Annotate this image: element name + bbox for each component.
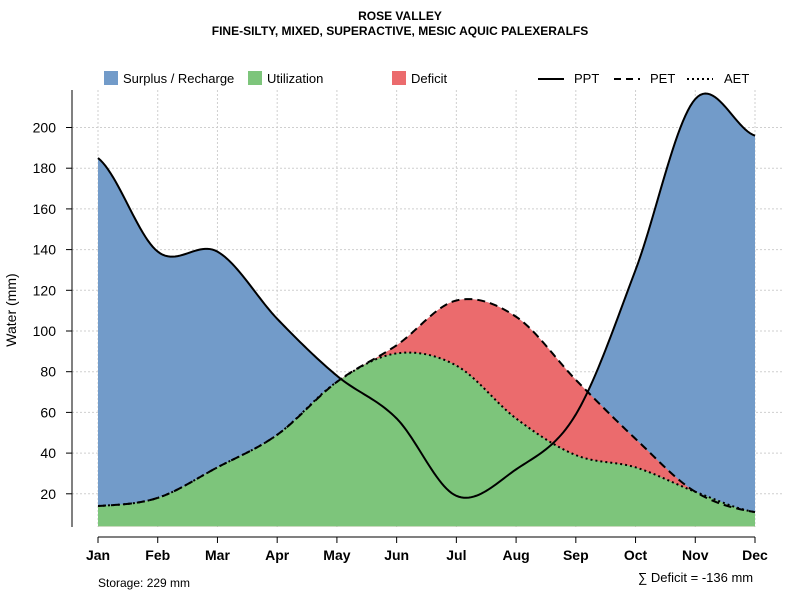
x-tick-label: Nov	[682, 547, 709, 563]
x-tick-label: Aug	[502, 547, 529, 563]
legend-aet-label: AET	[724, 71, 750, 86]
series-line-aet	[97, 351, 756, 514]
y-tick-label: 120	[33, 282, 57, 298]
x-tick-label: Apr	[265, 547, 290, 563]
y-tick-label: 100	[33, 323, 57, 339]
y-tick-label: 60	[40, 404, 56, 420]
axes: 20 40 60 80 100 120 140 160 180 200 Jan Feb Mar Apr Ma…	[33, 90, 768, 563]
area-fills	[98, 93, 755, 527]
legend-surplus: Surplus / Recharge	[104, 71, 234, 86]
y-tick-label: 20	[40, 486, 56, 502]
y-tick-label: 40	[40, 445, 56, 461]
legend-surplus-swatch	[104, 71, 118, 85]
x-tick-label: Jun	[384, 547, 409, 563]
legend-pet-label: PET	[650, 71, 676, 86]
x-tick-label: Sep	[563, 547, 589, 563]
legend-utilization-label: Utilization	[267, 71, 324, 86]
x-tick-label: Oct	[624, 547, 648, 563]
y-axis-label: Water (mm)	[3, 273, 19, 347]
utilization-area	[98, 352, 755, 527]
y-tick-label: 200	[33, 120, 57, 136]
y-tick-label: 80	[40, 364, 56, 380]
chart-subtitle: FINE-SILTY, MIXED, SUPERACTIVE, MESIC AQ…	[211, 24, 589, 38]
legend-utilization: Utilization	[248, 71, 323, 86]
series-line-pet	[97, 298, 756, 514]
x-tick-label: Jul	[446, 547, 466, 563]
x-tick-label: May	[323, 547, 350, 563]
storage-label: Storage: 229 mm	[98, 576, 191, 590]
chart-title: ROSE VALLEY	[358, 9, 442, 23]
x-tick-label: Mar	[205, 547, 230, 563]
legend-surplus-label: Surplus / Recharge	[123, 71, 235, 86]
x-tick-label: Jan	[86, 547, 110, 563]
x-tick-label: Dec	[742, 547, 768, 563]
x-tick-label: Feb	[145, 547, 170, 563]
legend-deficit-swatch	[392, 71, 406, 85]
y-tick-label: 180	[33, 160, 57, 176]
series-lines	[97, 92, 756, 514]
legend-ppt-label: PPT	[574, 71, 600, 86]
deficit-label: ∑ Deficit = -136 mm	[638, 570, 754, 585]
y-tick-label: 140	[33, 242, 57, 258]
legend-deficit: Deficit	[392, 71, 447, 86]
y-tick-label: 160	[33, 201, 57, 217]
legend-utilization-swatch	[248, 71, 262, 85]
legend-deficit-label: Deficit	[411, 71, 448, 86]
series-line-ppt	[97, 92, 756, 499]
